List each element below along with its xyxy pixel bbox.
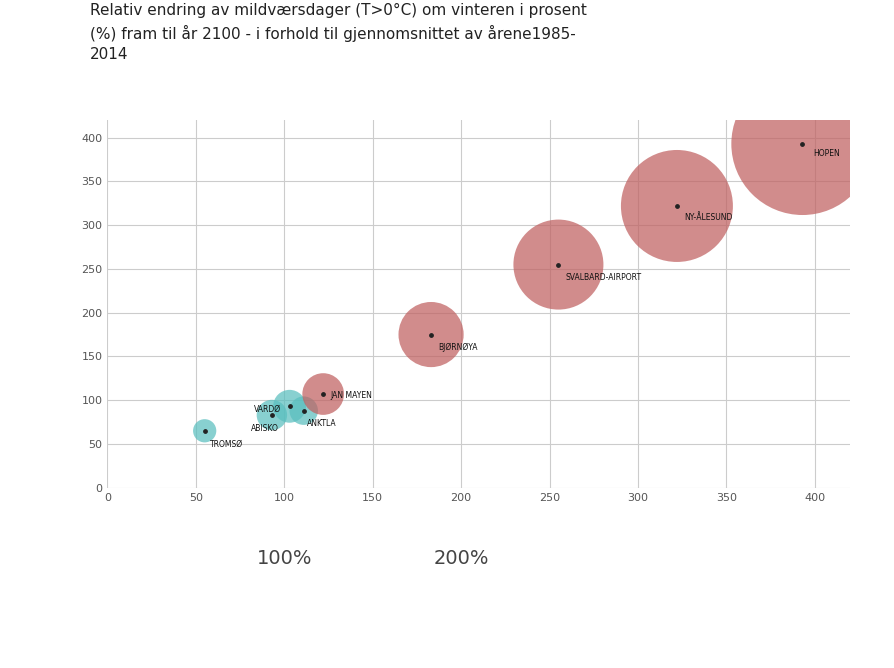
Point bbox=[296, 405, 310, 416]
Text: BJØRNØYA: BJØRNØYA bbox=[438, 343, 477, 353]
Text: NY-ÅLESUND: NY-ÅLESUND bbox=[683, 213, 731, 222]
Point bbox=[669, 200, 683, 211]
Point bbox=[424, 329, 438, 340]
Text: ABISKO: ABISKO bbox=[250, 424, 278, 433]
Point bbox=[316, 389, 330, 399]
Text: 200%: 200% bbox=[433, 549, 488, 568]
Point bbox=[296, 405, 310, 416]
Text: VARDØ: VARDØ bbox=[254, 405, 281, 413]
Point bbox=[283, 401, 297, 411]
Point bbox=[424, 329, 438, 340]
Text: HOPEN: HOPEN bbox=[813, 149, 839, 158]
Text: ANKTLA: ANKTLA bbox=[307, 420, 336, 428]
Text: TROMSØ: TROMSØ bbox=[210, 440, 243, 448]
Point bbox=[198, 426, 212, 436]
Text: JAN MAYEN: JAN MAYEN bbox=[330, 391, 372, 400]
Point bbox=[316, 389, 330, 399]
Point bbox=[795, 138, 809, 149]
Point bbox=[265, 409, 279, 420]
Text: 100%: 100% bbox=[257, 549, 312, 568]
Text: Arktiske stasjoner: sterkest økning med 100-400 %: Arktiske stasjoner: sterkest økning med … bbox=[77, 574, 431, 588]
Point bbox=[551, 259, 565, 270]
Point bbox=[265, 409, 279, 420]
Text: Relativ endring av mildværsdager (T>0°C) om vinteren i prosent
(%) fram til år 2: Relativ endring av mildværsdager (T>0°C)… bbox=[89, 3, 586, 62]
Point bbox=[795, 138, 809, 149]
Point bbox=[198, 426, 212, 436]
Text: SVALBARD-AIRPORT: SVALBARD-AIRPORT bbox=[565, 273, 641, 283]
Point bbox=[283, 401, 297, 411]
Point bbox=[551, 259, 565, 270]
Text: Fastlandet: Opp til fordobling: 50-100 %: Fastlandet: Opp til fordobling: 50-100 % bbox=[77, 615, 354, 629]
Point bbox=[669, 200, 683, 211]
